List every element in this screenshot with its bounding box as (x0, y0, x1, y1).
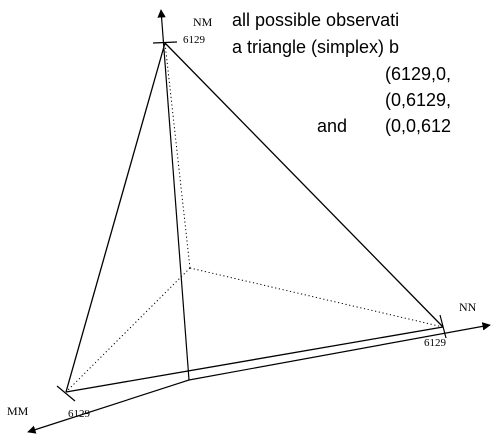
connector-word: and (317, 116, 347, 136)
description-line-2: a triangle (simplex) b (232, 37, 399, 57)
description-line-1: all possible observati (232, 10, 399, 30)
edge-nn-mm (65, 326, 444, 393)
nn-axis-value: 6129 (424, 337, 447, 349)
dotted-to-nn (189, 267, 444, 328)
description-line-3: (6129,0, (385, 64, 451, 84)
description-line-5: (0,0,612 (385, 116, 451, 136)
nn-tick (439, 314, 447, 339)
description-line-4: (0,6129, (385, 90, 451, 110)
edge-nm-nn (164, 42, 444, 328)
nm-axis (157, 9, 190, 381)
mm-axis-value: 6129 (68, 408, 91, 420)
nn-axis-label: NN (459, 300, 477, 314)
dotted-to-mm (65, 267, 191, 393)
hidden-lines (65, 42, 444, 393)
mm-tick (56, 385, 76, 402)
nn-axis (188, 322, 491, 381)
description-text: all possible observati a triangle (simpl… (232, 10, 451, 136)
vertex-ticks (56, 41, 447, 402)
nm-axis-label: NM (193, 15, 213, 29)
edge-mm-nm (65, 42, 166, 393)
nm-axis-value: 6129 (183, 34, 206, 46)
simplex-triangle (65, 42, 444, 393)
mm-axis-label: MM (7, 404, 29, 418)
axes (27, 9, 491, 434)
mm-axis (27, 379, 190, 434)
nm-tick (152, 41, 178, 44)
